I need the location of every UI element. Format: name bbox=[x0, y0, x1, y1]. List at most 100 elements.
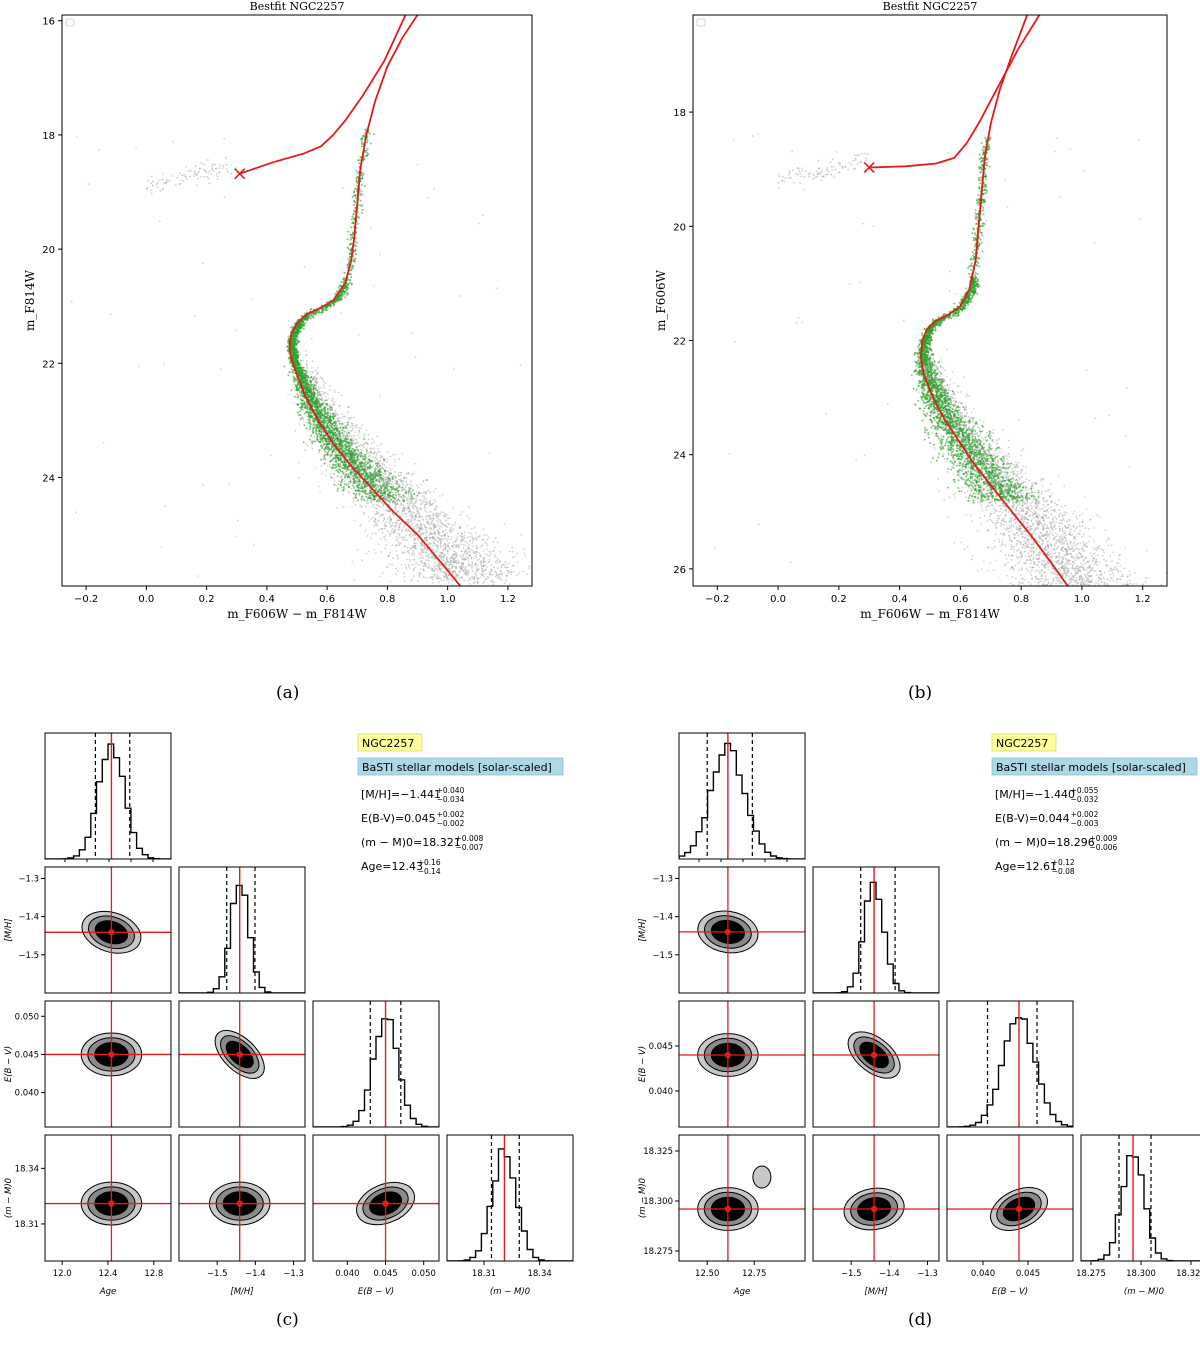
selected-star bbox=[364, 453, 367, 456]
selected-star bbox=[326, 419, 329, 422]
field-star bbox=[319, 491, 322, 494]
scatter-star bbox=[325, 469, 328, 471]
field-star bbox=[389, 580, 392, 583]
selected-star bbox=[407, 491, 410, 494]
field-star bbox=[350, 435, 353, 438]
field-star bbox=[403, 488, 406, 491]
field-star bbox=[387, 555, 390, 558]
selected-star bbox=[319, 394, 322, 397]
field-star bbox=[305, 360, 308, 362]
selected-star bbox=[327, 447, 330, 450]
field-star bbox=[397, 493, 400, 496]
field-star bbox=[461, 539, 464, 542]
selected-star bbox=[333, 483, 336, 486]
branch-star bbox=[146, 186, 149, 189]
field-star bbox=[399, 523, 402, 526]
field-star bbox=[444, 548, 447, 550]
branch-star bbox=[229, 164, 232, 167]
field-star bbox=[436, 565, 439, 568]
field-star bbox=[432, 535, 434, 538]
selected-star bbox=[347, 449, 350, 452]
field-star bbox=[447, 581, 450, 584]
field-star bbox=[516, 552, 519, 555]
field-star bbox=[375, 512, 378, 515]
field-star bbox=[371, 460, 374, 463]
field-star bbox=[433, 532, 436, 535]
field-star bbox=[315, 379, 318, 382]
field-star bbox=[388, 532, 391, 535]
field-star bbox=[403, 506, 405, 509]
selected-star bbox=[385, 484, 388, 487]
selected-star bbox=[389, 479, 392, 482]
field-star bbox=[464, 557, 466, 560]
field-star bbox=[438, 525, 441, 528]
field-star bbox=[401, 500, 403, 503]
field-star bbox=[466, 551, 469, 553]
field-star bbox=[412, 549, 415, 552]
field-star bbox=[419, 572, 422, 575]
field-star bbox=[463, 573, 466, 575]
field-star bbox=[413, 542, 416, 545]
scatter-star bbox=[340, 312, 343, 315]
field-star bbox=[385, 509, 387, 511]
field-star bbox=[447, 545, 449, 548]
field-star bbox=[450, 567, 453, 570]
field-star bbox=[323, 402, 326, 405]
selected-star bbox=[325, 402, 328, 405]
field-star bbox=[355, 426, 358, 429]
selected-star bbox=[310, 434, 313, 437]
field-star bbox=[404, 530, 407, 532]
field-star bbox=[423, 546, 426, 549]
field-star bbox=[324, 400, 326, 403]
field-star bbox=[476, 579, 479, 582]
field-star bbox=[366, 451, 368, 454]
branch-star bbox=[207, 177, 210, 180]
field-star bbox=[331, 408, 334, 411]
field-star bbox=[379, 488, 382, 490]
field-star bbox=[388, 520, 391, 523]
field-star bbox=[327, 397, 330, 400]
field-star bbox=[453, 552, 456, 555]
field-star bbox=[427, 556, 430, 559]
field-star bbox=[294, 429, 297, 432]
field-star bbox=[287, 393, 290, 396]
field-star bbox=[437, 546, 440, 548]
field-star bbox=[427, 521, 430, 524]
field-star bbox=[366, 499, 369, 502]
field-star bbox=[417, 532, 420, 534]
field-star bbox=[311, 367, 314, 369]
field-star bbox=[467, 557, 470, 560]
field-star bbox=[343, 434, 346, 437]
field-star bbox=[405, 515, 408, 518]
selected-star bbox=[339, 464, 342, 467]
field-star bbox=[434, 539, 436, 541]
field-star bbox=[505, 575, 508, 577]
field-star bbox=[427, 543, 429, 546]
field-star bbox=[342, 415, 345, 418]
field-star bbox=[320, 465, 323, 468]
field-star bbox=[478, 558, 481, 561]
field-star bbox=[411, 497, 414, 500]
field-star bbox=[379, 515, 382, 518]
field-star bbox=[435, 512, 438, 515]
selected-star bbox=[311, 427, 314, 430]
field-star bbox=[372, 456, 375, 458]
selected-star bbox=[332, 457, 335, 460]
field-star bbox=[314, 466, 317, 469]
field-star bbox=[316, 377, 319, 380]
field-star bbox=[437, 518, 440, 521]
field-star bbox=[377, 444, 379, 447]
field-star bbox=[379, 457, 382, 459]
field-star bbox=[361, 449, 363, 451]
field-star bbox=[467, 548, 470, 551]
field-star bbox=[445, 573, 448, 576]
field-star bbox=[371, 464, 374, 467]
field-star bbox=[474, 571, 477, 574]
field-star bbox=[475, 556, 478, 559]
field-star bbox=[443, 571, 446, 573]
field-star bbox=[450, 538, 452, 541]
field-star bbox=[442, 559, 445, 562]
field-star bbox=[468, 563, 470, 566]
branch-star bbox=[168, 179, 171, 182]
selected-star bbox=[381, 492, 384, 495]
